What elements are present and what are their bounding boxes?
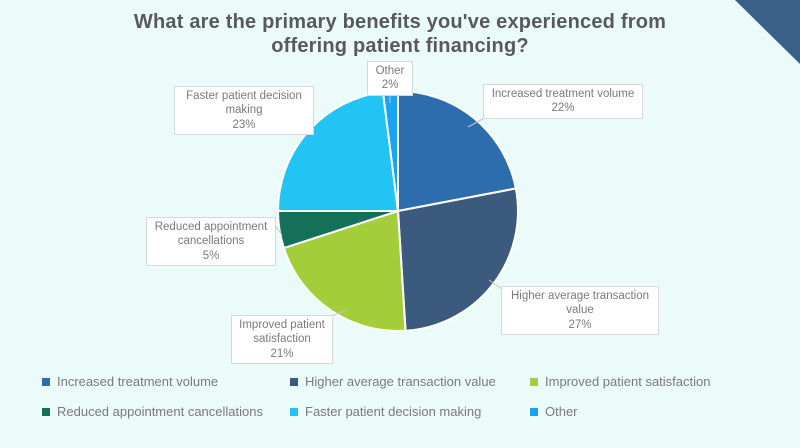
callout-other: Other 2% [367,61,413,96]
callout-percent: 27% [568,318,592,331]
legend-item-improved-patient-satisfaction: Improved patient satisfaction [530,374,710,389]
legend-label: Other [545,404,578,419]
legend-swatch-increased-treatment-volume [42,377,50,386]
legend-swatch-higher-average-transaction-value [290,377,298,386]
callout-increased-treatment-volume: Increased treatment volume 22% [483,84,643,119]
legend-item-other: Other [530,404,578,419]
legend-item-reduced-appointment-cancellations: Reduced appointment cancellations [42,404,263,419]
callout-faster-patient-decision-making: Faster patient decision making 23% [174,86,314,135]
callout-percent: 2% [381,79,399,92]
legend-label: Higher average transaction value [305,374,496,389]
legend-swatch-other [530,407,538,416]
legend-swatch-improved-patient-satisfaction [530,377,538,386]
callout-label: Faster patient decision making [186,90,302,117]
legend-item-faster-patient-decision-making: Faster patient decision making [290,404,481,419]
pie-slice-improved-patient-satisfaction [282,210,407,332]
callout-label: Reduced appointment cancellations [154,221,268,248]
callout-label: Improved patient satisfaction [239,319,325,346]
callout-percent: 21% [270,347,294,360]
callout-percent: 23% [232,118,256,131]
legend-swatch-faster-patient-decision-making [290,407,298,416]
callout-reduced-appointment-cancellations: Reduced appointment cancellations 5% [146,217,276,266]
legend-label: Improved patient satisfaction [545,374,711,389]
pie-slice-higher-average-transaction-value [397,187,519,332]
legend-item-higher-average-transaction-value: Higher average transaction value [290,374,496,389]
callout-higher-average-transaction-value: Higher average transaction value 27% [501,286,659,335]
legend-swatch-reduced-appointment-cancellations [42,407,50,416]
legend-label: Increased treatment volume [57,374,219,389]
callout-label: Increased treatment volume [491,88,635,100]
chart-title: What are the primary benefits you've exp… [133,11,667,58]
callout-percent: 22% [551,102,575,115]
legend-label: Reduced appointment cancellations [57,404,263,419]
callout-label: Other [375,65,405,77]
pie-slice-increased-treatment-volume [397,90,517,212]
legend-item-increased-treatment-volume: Increased treatment volume [42,374,218,389]
callout-percent: 5% [202,249,220,262]
legend-label: Faster patient decision making [305,404,482,419]
callout-improved-patient-satisfaction: Improved patient satisfaction 21% [231,315,333,364]
callout-label: Higher average transaction value [510,290,650,317]
